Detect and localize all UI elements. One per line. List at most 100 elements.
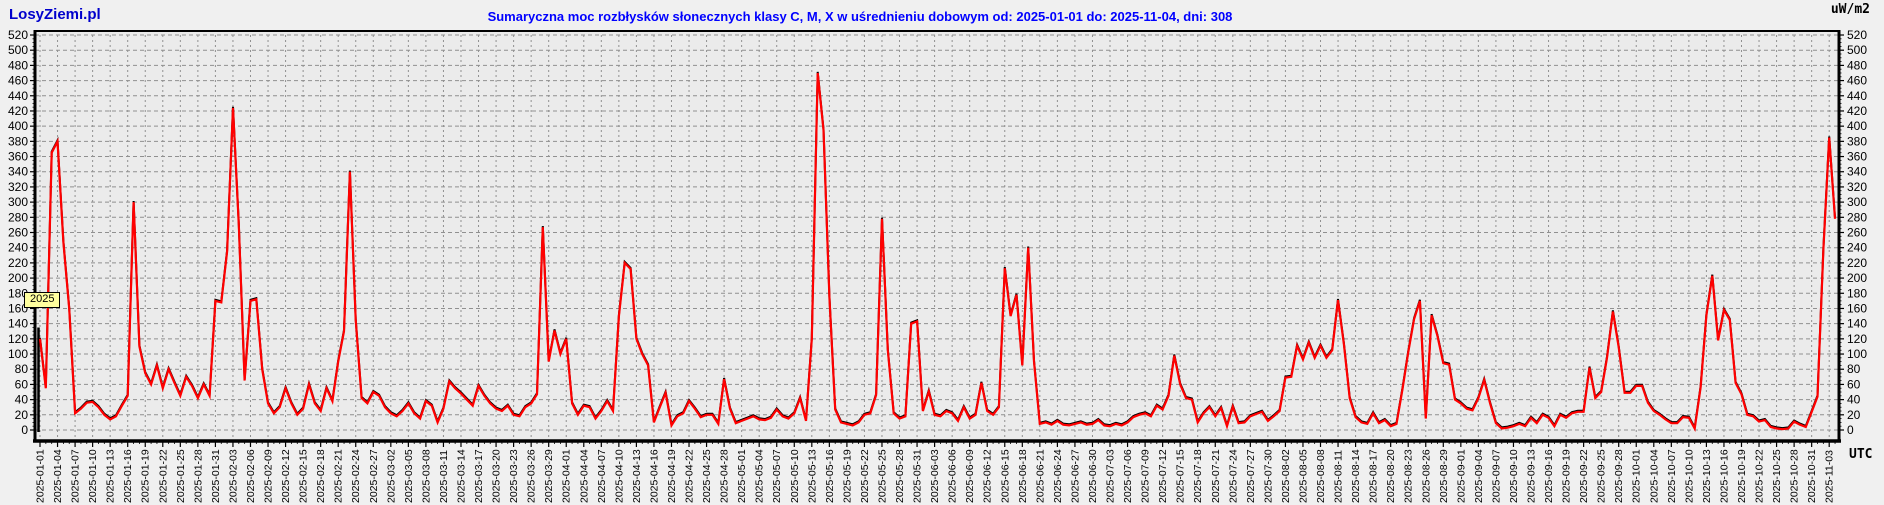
y-tick-label-left: 140: [8, 317, 28, 331]
x-tick-label: 2025-09-22: [1578, 449, 1590, 503]
x-tick-label: 2025-01-10: [87, 449, 99, 503]
y-tick-label-left: 380: [8, 134, 28, 148]
site-logo[interactable]: LosyZiemi.pl: [9, 6, 101, 23]
x-tick-label: 2025-07-21: [1210, 449, 1222, 503]
x-tick-label: 2025-03-20: [491, 449, 503, 503]
x-tick-label: 2025-09-19: [1561, 449, 1573, 503]
y-tick-label-left: 400: [8, 119, 28, 133]
x-tick-label: 2025-03-29: [543, 449, 555, 503]
y-tick-label-left: 240: [8, 241, 28, 255]
x-tick-label: 2025-02-03: [227, 449, 239, 503]
x-tick-label: 2025-07-24: [1227, 449, 1239, 503]
y-tick-label-left: 40: [15, 393, 29, 407]
x-tick-label: 2025-03-26: [526, 449, 538, 503]
y-tick-label-right: 280: [1847, 210, 1867, 224]
year-badge: 2025: [24, 292, 61, 308]
y-tick-label-right: 360: [1847, 150, 1867, 164]
x-tick-label: 2025-06-06: [947, 449, 959, 503]
y-tick-label-left: 360: [8, 150, 28, 164]
x-tick-label: 2025-10-22: [1754, 449, 1766, 503]
x-tick-label: 2025-08-17: [1368, 449, 1380, 503]
y-tick-label-left: 480: [8, 58, 28, 72]
y-tick-label-left: 460: [8, 74, 28, 88]
x-tick-label: 2025-09-16: [1543, 449, 1555, 503]
x-tick-label: 2025-07-03: [1105, 449, 1117, 503]
x-tick-label: 2025-08-23: [1403, 449, 1415, 503]
y-tick-label-left: 340: [8, 165, 28, 179]
x-tick-label: 2025-08-08: [1315, 449, 1327, 503]
x-tick-label: 2025-11-03: [1824, 450, 1836, 503]
y-tick-label-right: 40: [1847, 393, 1861, 407]
x-tick-label: 2025-10-16: [1718, 449, 1730, 503]
y-tick-label-left: 220: [8, 256, 28, 270]
x-tick-label: 2025-05-25: [876, 449, 888, 503]
x-tick-label: 2025-10-01: [1631, 449, 1643, 503]
y-tick-label-right: 220: [1847, 256, 1867, 270]
y-tick-label-left: 500: [8, 43, 28, 57]
x-axis-timezone-label: UTC: [1849, 447, 1873, 462]
y-tick-label-right: 520: [1847, 28, 1867, 42]
x-tick-label: 2025-05-10: [789, 449, 801, 503]
x-tick-label: 2025-04-16: [648, 449, 660, 503]
y-tick-label-right: 200: [1847, 271, 1867, 285]
x-tick-label: 2025-04-13: [631, 449, 643, 503]
y-tick-label-right: 420: [1847, 104, 1867, 118]
y-tick-label-right: 180: [1847, 286, 1867, 300]
y-tick-label-right: 340: [1847, 165, 1867, 179]
y-tick-label-left: 520: [8, 28, 28, 42]
x-tick-label: 2025-06-09: [964, 449, 976, 503]
y-tick-label-left: 420: [8, 104, 28, 118]
x-tick-label: 2025-05-04: [754, 449, 766, 503]
y-tick-label-right: 320: [1847, 180, 1867, 194]
x-tick-label: 2025-04-28: [719, 449, 731, 503]
x-tick-label: 2025-02-09: [263, 449, 275, 503]
x-tick-label: 2025-02-06: [245, 449, 257, 503]
x-tick-label: 2025-05-13: [806, 449, 818, 503]
x-tick-label: 2025-07-27: [1245, 449, 1257, 503]
x-tick-label: 2025-02-21: [333, 449, 345, 503]
x-tick-label: 2025-05-28: [894, 449, 906, 503]
x-tick-label: 2025-10-31: [1806, 449, 1818, 503]
y-tick-label-left: 0: [21, 423, 28, 437]
plot-background: [35, 30, 1839, 441]
x-tick-label: 2025-05-19: [841, 449, 853, 503]
y-tick-label-right: 140: [1847, 317, 1867, 331]
y-tick-label-left: 180: [8, 286, 28, 300]
x-tick-label: 2025-10-10: [1683, 449, 1695, 503]
x-tick-label: 2025-10-04: [1648, 449, 1660, 503]
y-tick-label-left: 440: [8, 89, 28, 103]
x-tick-label: 2025-02-27: [368, 449, 380, 503]
y-tick-label-left: 200: [8, 271, 28, 285]
y-tick-label-right: 440: [1847, 89, 1867, 103]
x-tick-label: 2025-09-04: [1473, 449, 1485, 503]
x-tick-label: 2025-10-28: [1789, 449, 1801, 503]
x-tick-label: 2025-10-25: [1771, 449, 1783, 503]
x-tick-label: 2025-04-04: [578, 449, 590, 503]
x-tick-label: 2025-08-29: [1438, 449, 1450, 503]
x-tick-label: 2025-03-02: [385, 449, 397, 503]
x-tick-label: 2025-03-17: [473, 449, 485, 503]
x-tick-label: 2025-04-07: [596, 449, 608, 503]
x-tick-label: 2025-02-15: [298, 449, 310, 503]
x-tick-label: 2025-07-18: [1192, 449, 1204, 503]
y-tick-label-left: 300: [8, 195, 28, 209]
chart-title: Sumaryczna moc rozbłysków słonecznych kl…: [487, 9, 1233, 24]
y-tick-label-right: 480: [1847, 58, 1867, 72]
x-tick-label: 2025-03-08: [420, 449, 432, 503]
y-tick-label-right: 400: [1847, 119, 1867, 133]
x-tick-label: 2025-01-22: [157, 449, 169, 503]
x-tick-label: 2025-10-13: [1701, 449, 1713, 503]
x-tick-label: 2025-04-10: [613, 449, 625, 503]
x-tick-label: 2025-07-12: [1157, 449, 1169, 503]
x-tick-label: 2025-01-01: [35, 449, 47, 503]
x-tick-label: 2025-03-11: [438, 450, 450, 503]
x-tick-label: 2025-02-18: [315, 449, 327, 503]
x-tick-label: 2025-02-24: [350, 449, 362, 503]
x-tick-label: 2025-01-04: [52, 449, 64, 503]
x-tick-label: 2025-01-19: [140, 449, 152, 503]
y-tick-label-left: 20: [15, 408, 29, 422]
x-tick-label: 2025-05-01: [736, 449, 748, 503]
y-tick-label-right: 380: [1847, 134, 1867, 148]
y-tick-label-right: 120: [1847, 332, 1867, 346]
